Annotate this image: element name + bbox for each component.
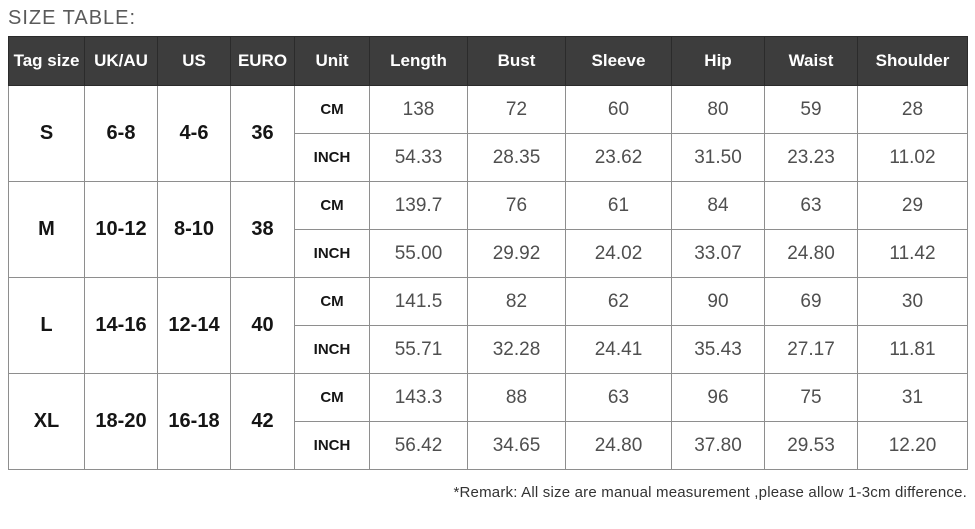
value-cell: 24.80: [764, 229, 858, 278]
table-row-xl-inch: INCH 56.42 34.65 24.80 37.80 29.53 12.20: [9, 421, 968, 470]
header-shoulder: Shoulder: [857, 36, 968, 86]
table-row-s-inch: INCH 54.33 28.35 23.62 31.50 23.23 11.02: [9, 133, 968, 182]
table-row-xl-cm: XL 18-20 16-18 42 CM 143.3 88 63 96 75 3…: [8, 373, 968, 470]
value-cell: 11.81: [857, 325, 968, 374]
header-length: Length: [369, 36, 468, 86]
us-cell-l: 12-14: [157, 277, 231, 374]
value-cell: 69: [764, 277, 858, 326]
value-cell: 55.00: [369, 229, 468, 278]
value-cell: 28.35: [467, 133, 566, 182]
value-cell: 29: [857, 181, 968, 230]
value-cell: 82: [467, 277, 566, 326]
table-row-l-inch: INCH 55.71 32.28 24.41 35.43 27.17 11.81: [9, 325, 968, 374]
table-row-s-cm: S 6-8 4-6 36 CM 138 72 60 80 59 28: [8, 85, 968, 182]
value-cell: 24.41: [565, 325, 672, 374]
value-cell: 84: [671, 181, 765, 230]
header-uk-au: UK/AU: [84, 36, 158, 86]
header-sleeve: Sleeve: [565, 36, 672, 86]
value-cell: 56.42: [369, 421, 468, 470]
header-tag-size: Tag size: [8, 36, 85, 86]
value-cell: 23.62: [565, 133, 672, 182]
value-cell: 141.5: [369, 277, 468, 326]
value-cell: 90: [671, 277, 765, 326]
value-cell: 139.7: [369, 181, 468, 230]
value-cell: 31: [857, 373, 968, 422]
value-cell: 12.20: [857, 421, 968, 470]
unit-cell-inch: INCH: [294, 421, 370, 470]
euro-cell-l: 40: [230, 277, 295, 374]
value-cell: 35.43: [671, 325, 765, 374]
value-cell: 24.02: [565, 229, 672, 278]
value-cell: 33.07: [671, 229, 765, 278]
header-euro: EURO: [230, 36, 295, 86]
unit-cell-inch: INCH: [294, 325, 370, 374]
unit-cell-cm: CM: [294, 85, 370, 134]
size-table: Tag size UK/AU US EURO Unit Length Bust …: [8, 36, 968, 470]
table-row-m-cm: M 10-12 8-10 38 CM 139.7 76 61 84 63 29: [8, 181, 968, 278]
uk-au-cell-m: 10-12: [84, 181, 158, 278]
unit-cell-cm: CM: [294, 373, 370, 422]
value-cell: 55.71: [369, 325, 468, 374]
table-row-m-inch: INCH 55.00 29.92 24.02 33.07 24.80 11.42: [9, 229, 968, 278]
value-cell: 11.02: [857, 133, 968, 182]
value-cell: 27.17: [764, 325, 858, 374]
value-cell: 88: [467, 373, 566, 422]
value-cell: 54.33: [369, 133, 468, 182]
value-cell: 61: [565, 181, 672, 230]
tag-size-cell-l: L: [8, 277, 85, 374]
value-cell: 32.28: [467, 325, 566, 374]
unit-cell-cm: CM: [294, 181, 370, 230]
value-cell: 31.50: [671, 133, 765, 182]
uk-au-cell-l: 14-16: [84, 277, 158, 374]
us-cell-s: 4-6: [157, 85, 231, 182]
remark-text: *Remark: All size are manual measurement…: [453, 484, 967, 501]
header-unit: Unit: [294, 36, 370, 86]
value-cell: 62: [565, 277, 672, 326]
value-cell: 60: [565, 85, 672, 134]
us-cell-xl: 16-18: [157, 373, 231, 470]
value-cell: 37.80: [671, 421, 765, 470]
value-cell: 138: [369, 85, 468, 134]
value-cell: 29.92: [467, 229, 566, 278]
value-cell: 59: [764, 85, 858, 134]
header-hip: Hip: [671, 36, 765, 86]
tag-size-cell-s: S: [8, 85, 85, 182]
value-cell: 63: [764, 181, 858, 230]
table-header-row: Tag size UK/AU US EURO Unit Length Bust …: [8, 36, 968, 86]
value-cell: 24.80: [565, 421, 672, 470]
value-cell: 80: [671, 85, 765, 134]
unit-cell-inch: INCH: [294, 133, 370, 182]
value-cell: 63: [565, 373, 672, 422]
value-cell: 76: [467, 181, 566, 230]
table-row-l-cm: L 14-16 12-14 40 CM 141.5 82 62 90 69 30: [8, 277, 968, 374]
uk-au-cell-xl: 18-20: [84, 373, 158, 470]
value-cell: 34.65: [467, 421, 566, 470]
page-title: SIZE TABLE:: [8, 7, 137, 29]
tag-size-cell-xl: XL: [8, 373, 85, 470]
value-cell: 29.53: [764, 421, 858, 470]
euro-cell-xl: 42: [230, 373, 295, 470]
euro-cell-s: 36: [230, 85, 295, 182]
value-cell: 75: [764, 373, 858, 422]
us-cell-m: 8-10: [157, 181, 231, 278]
value-cell: 28: [857, 85, 968, 134]
euro-cell-m: 38: [230, 181, 295, 278]
header-waist: Waist: [764, 36, 858, 86]
value-cell: 23.23: [764, 133, 858, 182]
header-bust: Bust: [467, 36, 566, 86]
value-cell: 96: [671, 373, 765, 422]
value-cell: 30: [857, 277, 968, 326]
unit-cell-inch: INCH: [294, 229, 370, 278]
value-cell: 11.42: [857, 229, 968, 278]
value-cell: 143.3: [369, 373, 468, 422]
unit-cell-cm: CM: [294, 277, 370, 326]
value-cell: 72: [467, 85, 566, 134]
header-us: US: [157, 36, 231, 86]
uk-au-cell-s: 6-8: [84, 85, 158, 182]
tag-size-cell-m: M: [8, 181, 85, 278]
